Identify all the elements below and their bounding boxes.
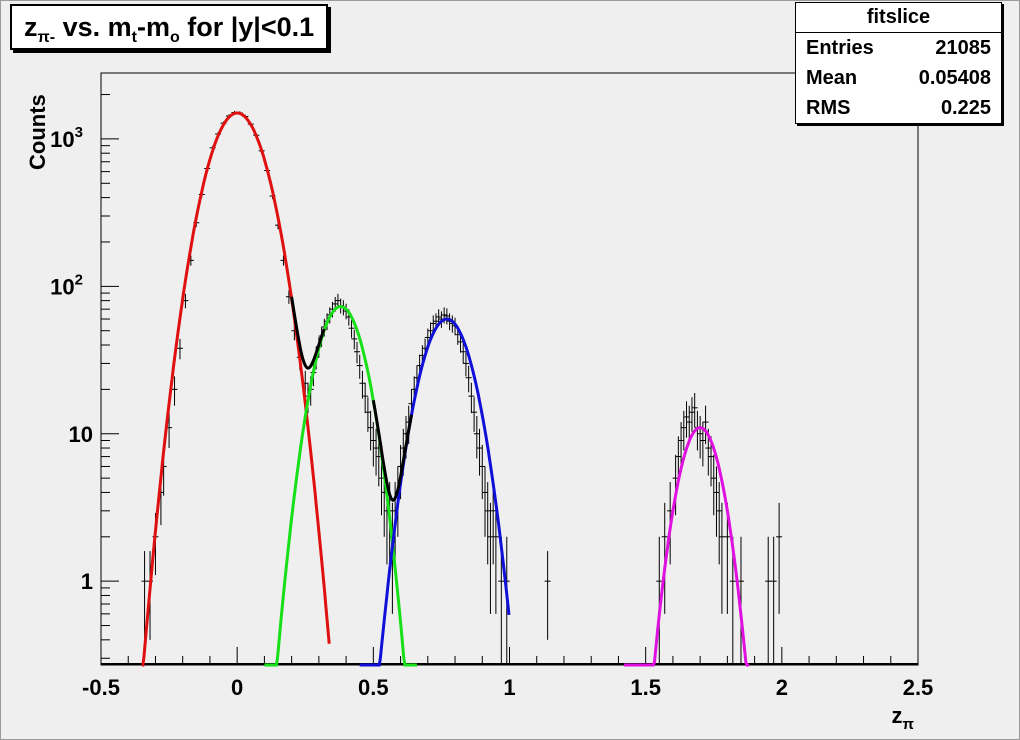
data-point [443, 308, 450, 325]
data-point [765, 536, 772, 665]
x-tick-label: 1.5 [630, 675, 661, 700]
fit-curve-4 [623, 426, 750, 667]
data-point [353, 341, 360, 364]
fit-curve-3 [359, 317, 511, 667]
data-point [364, 397, 371, 432]
data-point [702, 405, 709, 445]
stats-title: fitslice [796, 3, 1001, 33]
data-point [680, 410, 687, 451]
stats-box: fitslice Entries 21085 Mean 0.05408 RMS … [795, 2, 1002, 124]
data-point [691, 392, 698, 428]
stats-key: Mean [806, 67, 858, 89]
data-point [462, 352, 469, 377]
data-point [716, 482, 723, 565]
x-tick-label: 0.5 [358, 675, 389, 700]
data-point [351, 329, 358, 350]
data-point [171, 376, 178, 406]
data-point [697, 415, 704, 459]
x-tick-label: 0 [231, 675, 243, 700]
chart-title: zπ- vs. mt-mo for |y|<0.1 [10, 4, 329, 50]
stats-value: 0.05408 [918, 67, 991, 89]
data-point [373, 428, 380, 476]
data-point [370, 422, 377, 467]
data-point [471, 397, 478, 432]
data-point [770, 536, 777, 665]
data-point [430, 315, 437, 333]
data-point [141, 551, 148, 640]
stats-value: 0.225 [940, 97, 991, 119]
stats-key: RMS [806, 97, 851, 119]
data-point [476, 428, 483, 476]
data-point [487, 502, 494, 614]
y-tick-label: 1 [81, 569, 93, 594]
data-point [468, 382, 475, 414]
data-point [460, 341, 467, 364]
x-tick-label: -0.5 [82, 675, 120, 700]
stats-key: Entries [806, 37, 874, 59]
y-tick-label: 102 [50, 271, 83, 299]
stats-row-entries: Entries 21085 [796, 33, 1001, 63]
data-point [484, 482, 491, 565]
x-tick-label: 2.5 [903, 675, 934, 700]
fit-curve-1 [141, 111, 331, 667]
combined-fit-1 [290, 296, 326, 370]
stats-value: 21085 [935, 37, 991, 59]
data-point [718, 502, 725, 614]
data-point [737, 536, 744, 665]
data-point [656, 536, 663, 665]
data-point [473, 415, 480, 459]
y-tick-label: 10 [69, 422, 93, 447]
data-point [367, 410, 374, 451]
data-point [683, 401, 690, 438]
y-tick-label: 103 [50, 124, 83, 152]
data-point [348, 319, 355, 338]
stats-row-rms: RMS 0.225 [796, 93, 1001, 123]
x-tick-label: 1 [503, 675, 515, 700]
data-point [688, 397, 695, 432]
data-point [176, 338, 183, 360]
stats-row-mean: Mean 0.05408 [796, 63, 1001, 93]
data-point [465, 365, 472, 393]
data-point [544, 551, 551, 640]
data-point [481, 466, 488, 537]
plot-frame [100, 72, 919, 666]
y-axis-label: Counts [25, 94, 50, 170]
data-point [710, 454, 717, 516]
combined-fit-2 [371, 399, 413, 503]
x-tick-label: 2 [776, 675, 788, 700]
fit-curve-2 [264, 304, 417, 667]
data-point [359, 370, 366, 399]
data-point [713, 466, 720, 537]
data-point [776, 502, 783, 614]
data-point [490, 482, 497, 565]
data-point [724, 502, 731, 614]
data-point [356, 354, 363, 379]
data-point [678, 422, 685, 467]
data-point [362, 382, 369, 414]
data-point [492, 502, 499, 614]
data-point [479, 444, 486, 500]
x-axis-label: zπ [892, 703, 915, 733]
